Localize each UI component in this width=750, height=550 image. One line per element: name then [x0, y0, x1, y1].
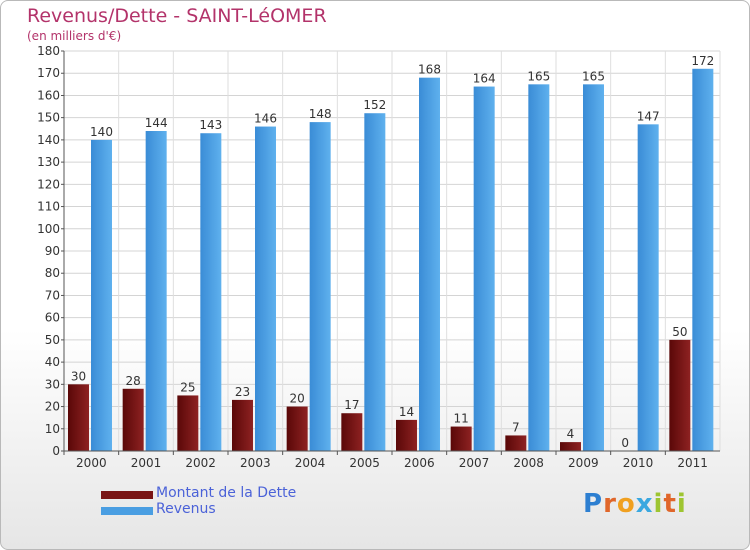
y-tick-label: 80	[45, 266, 60, 280]
bar-revenus	[364, 113, 386, 451]
bar-revenus	[528, 84, 550, 451]
data-label-dette: 20	[290, 392, 305, 406]
data-label-dette: 17	[344, 398, 359, 412]
y-tick-label: 60	[45, 311, 60, 325]
y-tick-label: 100	[37, 222, 60, 236]
data-label-dette: 30	[71, 369, 86, 383]
bar-dette	[68, 384, 89, 451]
bar-revenus	[255, 126, 276, 452]
bar-dette	[286, 406, 308, 451]
legend-swatch-dette	[101, 491, 153, 499]
bar-dette	[450, 426, 472, 451]
data-label-revenus: 164	[473, 72, 496, 86]
data-label-dette: 4	[567, 427, 575, 441]
logo-letter: r	[603, 489, 617, 519]
y-tick-label: 180	[37, 44, 60, 58]
logo-letter: x	[635, 489, 654, 519]
data-label-dette: 50	[672, 325, 687, 339]
y-tick-label: 30	[45, 377, 60, 391]
bar-revenus	[583, 84, 604, 451]
logo-letter: o	[616, 489, 636, 519]
bar-dette	[669, 339, 691, 451]
data-label-revenus: 168	[418, 63, 441, 77]
y-tick-label: 20	[45, 400, 60, 414]
bar-revenus	[419, 77, 440, 452]
data-label-dette: 28	[126, 374, 141, 388]
bar-dette	[341, 413, 363, 451]
y-tick-label: 110	[37, 200, 60, 214]
logo-letter: P	[583, 489, 604, 519]
legend-swatch-revenus	[101, 507, 153, 515]
bar-dette	[396, 419, 417, 451]
data-label-dette: 25	[180, 380, 195, 394]
bar-dette	[177, 395, 199, 451]
data-label-dette: 11	[454, 412, 469, 426]
y-tick-label: 70	[45, 288, 60, 302]
x-tick-label: 2010	[623, 456, 654, 470]
legend-label-revenus: Revenus	[156, 501, 216, 517]
legend-label-dette: Montant de la Dette	[156, 485, 297, 501]
y-tick-label: 10	[45, 422, 60, 436]
x-tick-label: 2003	[240, 456, 271, 470]
y-tick-label: 90	[45, 244, 60, 258]
bar-revenus	[91, 139, 112, 451]
x-tick-label: 2009	[568, 456, 599, 470]
x-tick-label: 2001	[131, 456, 162, 470]
data-label-revenus: 165	[582, 69, 605, 83]
axes: 0102030405060708090100110120130140150160…	[37, 44, 720, 470]
x-tick-label: 2011	[677, 456, 708, 470]
data-label-revenus: 143	[199, 118, 222, 132]
y-tick-label: 170	[37, 66, 60, 80]
x-tick-label: 2002	[185, 456, 216, 470]
data-labels: 30 140 28 144 25 143 23 146 20 148 17 152 14 168 11 164…	[71, 54, 714, 450]
y-tick-label: 0	[52, 444, 60, 458]
bar-dette	[232, 399, 253, 451]
data-label-revenus: 148	[309, 107, 332, 121]
bar-dette	[560, 442, 581, 451]
y-tick-label: 120	[37, 177, 60, 191]
data-label-revenus: 147	[637, 109, 660, 123]
data-label-dette: 7	[512, 420, 520, 434]
x-tick-label: 2005	[349, 456, 380, 470]
logo-letter: i	[676, 489, 687, 519]
y-tick-label: 130	[37, 155, 60, 169]
data-label-dette: 0	[621, 436, 629, 450]
logo-letter: t	[663, 489, 677, 519]
x-tick-label: 2006	[404, 456, 435, 470]
data-label-revenus: 140	[90, 125, 113, 139]
proxiti-logo: Proxiti	[583, 489, 687, 519]
x-tick-label: 2000	[76, 456, 107, 470]
chart-subtitle: (en milliers d'€)	[27, 29, 122, 43]
y-tick-label: 40	[45, 355, 60, 369]
bar-dette	[122, 388, 144, 451]
y-tick-label: 50	[45, 333, 60, 347]
bar-revenus	[637, 124, 659, 451]
x-tick-label: 2007	[459, 456, 490, 470]
data-label-revenus: 152	[363, 98, 386, 112]
x-tick-label: 2008	[513, 456, 544, 470]
data-label-revenus: 165	[527, 69, 550, 83]
bar-revenus	[473, 86, 495, 452]
bar-revenus	[145, 131, 167, 451]
data-label-revenus: 146	[254, 112, 277, 126]
data-label-dette: 23	[235, 385, 250, 399]
bar-revenus	[309, 122, 331, 451]
y-tick-label: 150	[37, 111, 60, 125]
bar-revenus	[200, 133, 222, 451]
bar-dette	[505, 435, 527, 451]
data-label-dette: 14	[399, 405, 414, 419]
data-label-revenus: 172	[691, 54, 714, 68]
x-tick-label: 2004	[295, 456, 326, 470]
y-tick-label: 160	[37, 88, 60, 102]
bars	[68, 68, 714, 452]
y-tick-label: 140	[37, 133, 60, 147]
logo-letter: i	[653, 489, 664, 519]
bar-revenus	[692, 68, 714, 452]
chart-title: Revenus/Dette - SAINT-LéOMER	[27, 5, 327, 27]
data-label-revenus: 144	[145, 116, 168, 130]
